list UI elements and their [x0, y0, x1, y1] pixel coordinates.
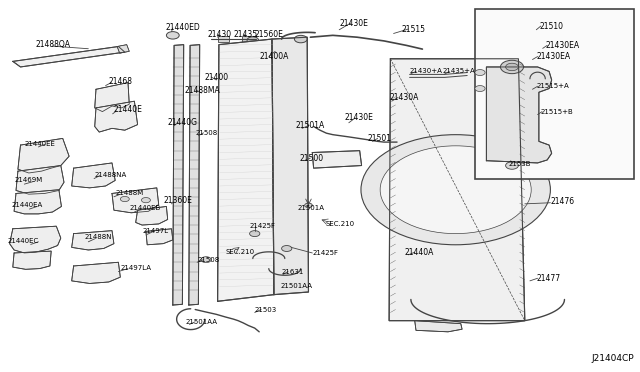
- Polygon shape: [95, 83, 129, 112]
- Circle shape: [282, 246, 292, 251]
- Text: 2153B: 2153B: [509, 161, 531, 167]
- Text: 21508: 21508: [195, 130, 218, 136]
- Text: 21497L: 21497L: [142, 228, 168, 234]
- Circle shape: [250, 231, 260, 237]
- Text: 21503: 21503: [255, 307, 277, 312]
- Text: 21501A: 21501A: [296, 121, 325, 130]
- Text: 21488N: 21488N: [84, 234, 112, 240]
- Text: SEC.210: SEC.210: [325, 221, 355, 227]
- Polygon shape: [72, 231, 114, 250]
- Polygon shape: [112, 188, 159, 213]
- Text: 21440E: 21440E: [114, 105, 143, 114]
- Text: 21488NA: 21488NA: [95, 172, 127, 178]
- Polygon shape: [72, 163, 115, 188]
- Text: 21631: 21631: [282, 269, 304, 275]
- Text: 21430E: 21430E: [339, 19, 368, 28]
- Text: 21425F: 21425F: [250, 223, 276, 229]
- Text: 21560E: 21560E: [255, 30, 284, 39]
- Circle shape: [120, 196, 129, 202]
- Text: 21501A: 21501A: [298, 205, 324, 211]
- Circle shape: [500, 60, 524, 74]
- Text: 21440ED: 21440ED: [165, 23, 200, 32]
- Circle shape: [475, 70, 485, 76]
- Text: 21515: 21515: [402, 25, 426, 33]
- Text: 21430: 21430: [208, 30, 232, 39]
- Text: 21468: 21468: [109, 77, 133, 86]
- Text: 21500: 21500: [300, 154, 324, 163]
- Polygon shape: [486, 67, 552, 163]
- Text: 21400A: 21400A: [259, 52, 289, 61]
- Polygon shape: [218, 39, 274, 301]
- Text: J21404CP: J21404CP: [591, 354, 634, 363]
- Text: 21497LA: 21497LA: [120, 265, 151, 271]
- Circle shape: [247, 37, 259, 44]
- Text: 21469M: 21469M: [14, 177, 42, 183]
- Polygon shape: [117, 45, 129, 53]
- Polygon shape: [72, 262, 120, 283]
- Text: 21440A: 21440A: [404, 248, 434, 257]
- Polygon shape: [189, 45, 200, 305]
- Text: 21440G: 21440G: [168, 118, 198, 126]
- Circle shape: [201, 257, 211, 263]
- Text: SEC.210: SEC.210: [225, 249, 255, 255]
- Polygon shape: [16, 166, 64, 194]
- Text: 21360E: 21360E: [163, 196, 192, 205]
- Text: 21430EA: 21430EA: [546, 41, 580, 50]
- Polygon shape: [173, 45, 184, 305]
- Polygon shape: [136, 206, 168, 225]
- Circle shape: [141, 198, 150, 203]
- Text: 21488MA: 21488MA: [184, 86, 220, 94]
- Text: 21430A: 21430A: [389, 93, 419, 102]
- Polygon shape: [95, 101, 138, 132]
- Text: 21440EE: 21440EE: [24, 141, 55, 147]
- Circle shape: [506, 162, 518, 169]
- Text: 21476: 21476: [550, 197, 575, 206]
- Text: 21488M: 21488M: [115, 190, 143, 196]
- Circle shape: [166, 32, 179, 39]
- Text: 21515+A: 21515+A: [536, 83, 569, 89]
- Text: 21430EA: 21430EA: [536, 52, 570, 61]
- Polygon shape: [312, 151, 362, 168]
- Circle shape: [475, 86, 485, 92]
- Circle shape: [361, 135, 550, 245]
- Polygon shape: [13, 46, 125, 67]
- Text: 21488QA: 21488QA: [35, 40, 70, 49]
- Polygon shape: [389, 59, 525, 321]
- Circle shape: [380, 146, 531, 234]
- Text: 21400: 21400: [205, 73, 229, 81]
- Text: 21425F: 21425F: [312, 250, 339, 256]
- Text: 21515+B: 21515+B: [541, 109, 573, 115]
- Text: 21430E: 21430E: [344, 113, 373, 122]
- Text: 21440EB: 21440EB: [129, 205, 161, 211]
- Text: 21435+A: 21435+A: [443, 68, 476, 74]
- Text: 21430+A: 21430+A: [410, 68, 442, 74]
- Text: 21501AA: 21501AA: [280, 283, 312, 289]
- Text: 21501AA: 21501AA: [186, 319, 218, 325]
- Circle shape: [506, 63, 518, 71]
- Polygon shape: [14, 190, 61, 214]
- Text: 21510: 21510: [540, 22, 564, 31]
- Polygon shape: [13, 251, 51, 269]
- Circle shape: [305, 203, 312, 208]
- Text: 21435: 21435: [234, 30, 258, 39]
- Text: 21440EC: 21440EC: [8, 238, 39, 244]
- Text: 21508: 21508: [197, 257, 220, 263]
- Bar: [475, 9, 634, 179]
- Bar: [242, 36, 256, 44]
- Polygon shape: [415, 321, 462, 332]
- Circle shape: [294, 35, 307, 43]
- Text: 21477: 21477: [536, 274, 561, 283]
- Polygon shape: [146, 229, 173, 245]
- Text: 21440EA: 21440EA: [12, 202, 43, 208]
- Polygon shape: [10, 226, 61, 253]
- Text: 21501: 21501: [368, 134, 392, 143]
- Polygon shape: [18, 138, 69, 173]
- Polygon shape: [272, 37, 308, 295]
- Bar: [218, 36, 229, 42]
